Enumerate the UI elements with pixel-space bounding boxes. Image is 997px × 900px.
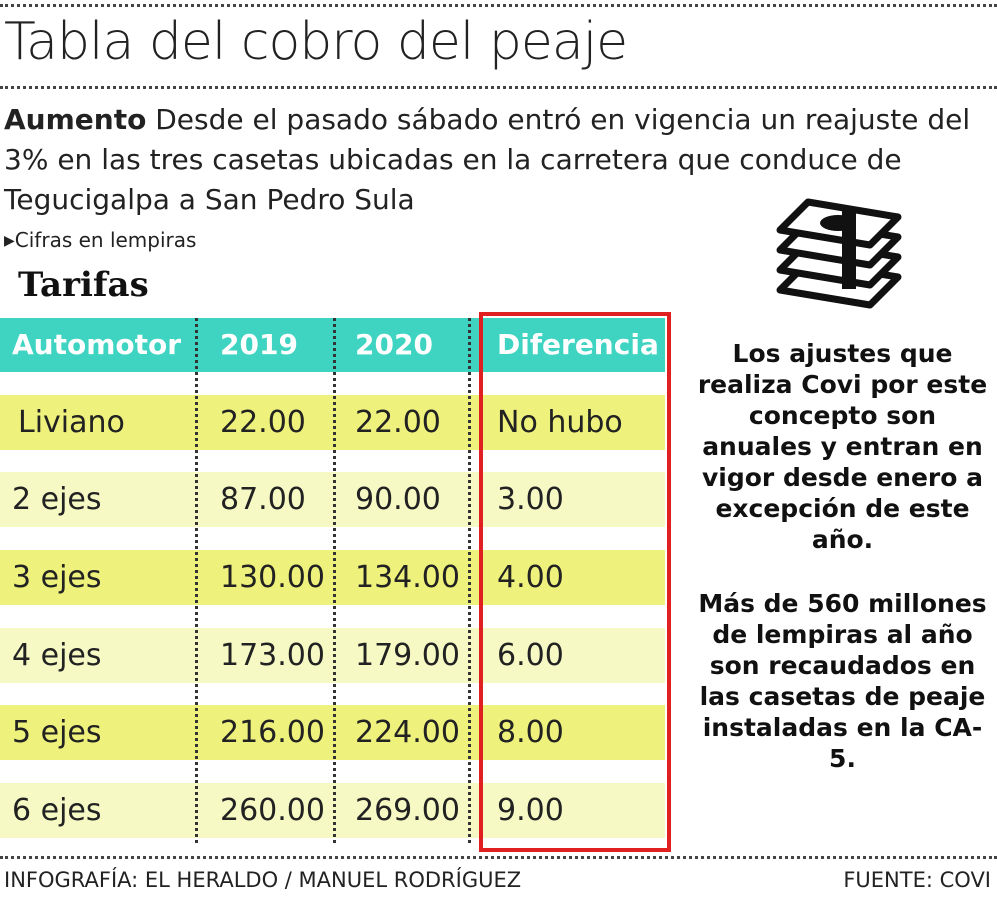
intro-text: Desde el pasado sábado entró en vigencia… — [4, 103, 971, 216]
note: ▶Cifras en lempiras — [4, 228, 197, 252]
divider — [0, 86, 997, 89]
header-row — [0, 318, 665, 372]
table-title: Tarifas — [18, 265, 149, 305]
table-cell: 3 ejes — [12, 560, 102, 595]
table-cell: 224.00 — [355, 715, 460, 750]
table-cell: 6 ejes — [12, 793, 102, 828]
table-row: 5 ejes 216.00 224.00 8.00 — [0, 705, 665, 760]
table-row: 6 ejes 260.00 269.00 9.00 — [0, 783, 665, 838]
column-divider — [333, 318, 336, 843]
table-cell: 269.00 — [355, 793, 460, 828]
title: Tabla del cobro del peaje — [4, 12, 628, 72]
column-header: 2019 — [220, 328, 298, 361]
source: FUENTE: COVI — [843, 868, 991, 892]
highlight-box — [479, 312, 671, 852]
table-cell: 9.00 — [497, 793, 564, 828]
note-text: Cifras en lempiras — [14, 228, 197, 252]
table-cell: No hubo — [497, 405, 623, 440]
column-header: 2020 — [355, 328, 433, 361]
credit: INFOGRAFÍA: EL HERALDO / MANUEL RODRÍGUE… — [4, 868, 522, 892]
table-cell: 22.00 — [220, 405, 306, 440]
column-header: Diferencia — [497, 328, 659, 361]
table-cell: 260.00 — [220, 793, 325, 828]
table-cell: 2 ejes — [12, 482, 102, 517]
table-cell: 130.00 — [220, 560, 325, 595]
table-row: 4 ejes 173.00 179.00 6.00 — [0, 628, 665, 683]
intro: Aumento Desde el pasado sábado entró en … — [4, 100, 989, 220]
money-icon — [776, 198, 902, 309]
table: Automotor 2019 2020 Diferencia Liviano 22.00 2… — [0, 318, 665, 843]
table-cell: 87.00 — [220, 482, 306, 517]
sidebar-text: Más de 560 millones de lempiras al año s… — [698, 589, 987, 773]
table-cell: 6.00 — [497, 638, 564, 673]
table-cell: 22.00 — [355, 405, 441, 440]
table-cell: 134.00 — [355, 560, 460, 595]
table-cell: 5 ejes — [12, 715, 102, 750]
table-row: 3 ejes 130.00 134.00 4.00 — [0, 550, 665, 605]
table-cell: Liviano — [18, 405, 125, 440]
table-cell: 4.00 — [497, 560, 564, 595]
column-divider — [468, 318, 471, 843]
sidebar-text: Los ajustes que realiza Covi por este co… — [697, 339, 988, 554]
table-cell: 216.00 — [220, 715, 325, 750]
column-divider — [195, 318, 198, 843]
intro-lead: Aumento — [4, 103, 147, 136]
table-cell: 173.00 — [220, 638, 325, 673]
table-cell: 3.00 — [497, 482, 564, 517]
table-cell: 90.00 — [355, 482, 441, 517]
column-header: Automotor — [12, 328, 182, 361]
table-row: 2 ejes 87.00 90.00 3.00 — [0, 472, 665, 527]
table-cell: 4 ejes — [12, 638, 102, 673]
table-cell: 8.00 — [497, 715, 564, 750]
table-row: Liviano 22.00 22.00 No hubo — [0, 395, 665, 450]
divider — [0, 4, 997, 7]
table-cell: 179.00 — [355, 638, 460, 673]
divider — [0, 856, 997, 859]
